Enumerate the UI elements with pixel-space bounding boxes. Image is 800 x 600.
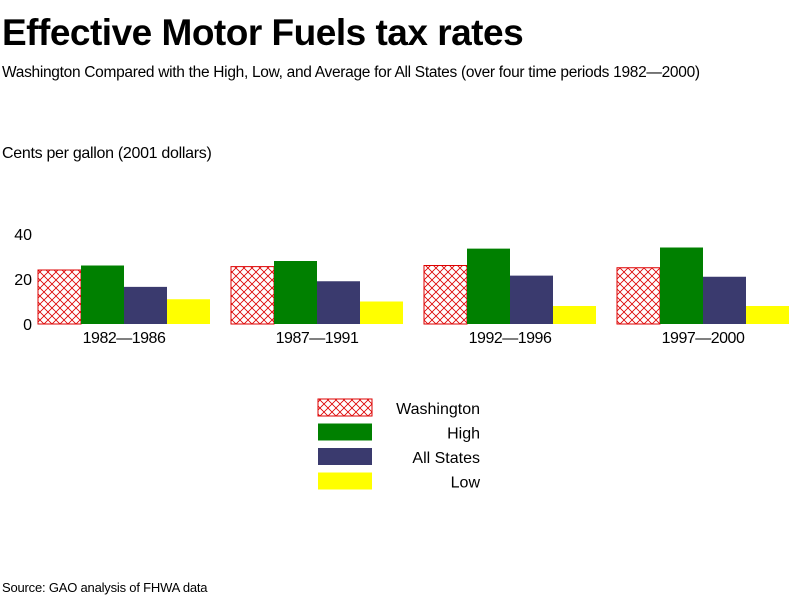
legend-label: All States: [412, 450, 480, 467]
category-labels: 1982—1986 1987—1991 1992—1996 1997—2000: [83, 330, 746, 347]
source-note: Source: GAO analysis of FHWA data: [2, 580, 208, 595]
y-axis-label: Cents per gallon (2001 dollars): [2, 145, 212, 162]
legend-swatch: [318, 423, 372, 441]
bar-low: [746, 306, 789, 324]
y-tick-label: 0: [23, 317, 32, 334]
chart-title: Effective Motor Fuels tax rates: [2, 12, 524, 53]
bar-all-states: [317, 281, 360, 324]
bars: [37, 247, 789, 325]
legend-swatch: [318, 448, 372, 465]
legend-label: High: [447, 426, 480, 443]
legend-swatch: [317, 398, 373, 417]
legend-label: Washington: [396, 401, 480, 418]
bar-high: [274, 261, 317, 324]
bar-high: [81, 265, 124, 324]
category-label: 1987—1991: [276, 330, 359, 347]
bar-washington: [423, 265, 468, 325]
y-axis: 0 20 40: [14, 227, 32, 334]
y-tick-label: 40: [14, 227, 32, 244]
bar-all-states: [510, 275, 553, 324]
bar-low: [553, 306, 596, 324]
category-label: 1982—1986: [83, 330, 166, 347]
bar-washington: [616, 267, 661, 325]
legend: Washington High All States Low: [317, 398, 481, 492]
bar-washington: [230, 266, 275, 325]
legend-swatch: [318, 472, 372, 490]
y-tick-label: 20: [14, 272, 32, 289]
bar-all-states: [703, 276, 746, 324]
bar-low: [360, 301, 403, 324]
bar-high: [467, 248, 510, 324]
bar-all-states: [124, 286, 167, 324]
legend-label: Low: [451, 475, 481, 492]
bar-washington: [37, 269, 82, 325]
category-label: 1997—2000: [662, 330, 745, 347]
bar-low: [167, 299, 210, 324]
chart-subtitle: Washington Compared with the High, Low, …: [2, 64, 700, 81]
category-label: 1992—1996: [469, 330, 552, 347]
bar-high: [660, 247, 703, 324]
